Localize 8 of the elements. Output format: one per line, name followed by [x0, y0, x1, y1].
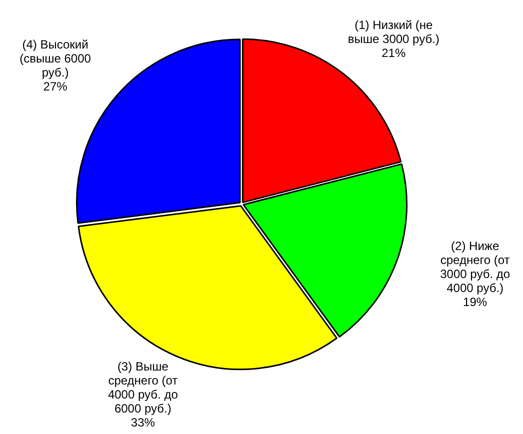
data-label: 19% [463, 294, 488, 309]
data-label: 27% [43, 80, 68, 94]
slice-label: (4) Высокий (свыше 6000 руб.) [20, 38, 92, 80]
slice-label: (1) Низкий (не выше 3000 руб.) [348, 18, 440, 46]
data-label: 33% [130, 415, 156, 430]
slice-label: (2) Ниже среднего (от 3000 руб. до 4000 руб.) [440, 238, 510, 295]
data-label: 21% [382, 46, 406, 60]
slice-label: (3) Выше среднего (от 4000 руб. до 6000 руб.) [108, 359, 178, 416]
